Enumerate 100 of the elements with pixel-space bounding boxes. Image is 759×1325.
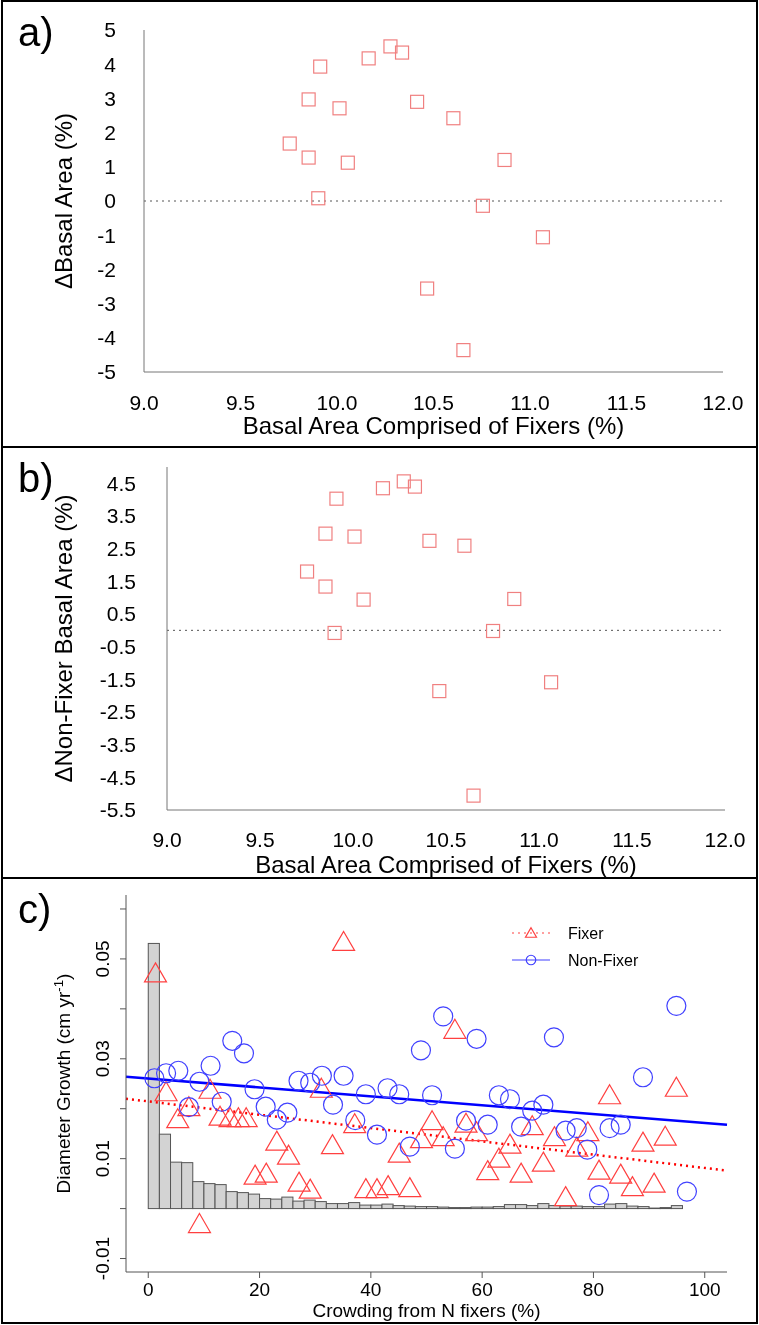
point bbox=[277, 1102, 298, 1123]
point bbox=[266, 1109, 287, 1130]
point bbox=[409, 1128, 434, 1149]
point bbox=[522, 1100, 543, 1121]
point bbox=[410, 94, 425, 109]
point bbox=[143, 962, 168, 983]
point bbox=[166, 1108, 190, 1129]
x-tick-label: 11.5 bbox=[606, 391, 647, 414]
x-tick-label: 10.5 bbox=[413, 391, 454, 414]
point bbox=[577, 1139, 598, 1160]
point bbox=[443, 1018, 467, 1039]
point bbox=[322, 1094, 344, 1115]
point bbox=[488, 1085, 509, 1106]
point bbox=[355, 1084, 376, 1105]
point bbox=[520, 1115, 544, 1136]
point bbox=[664, 1076, 688, 1097]
point bbox=[642, 1172, 666, 1193]
point bbox=[218, 1107, 242, 1128]
point bbox=[485, 623, 501, 639]
point bbox=[311, 1065, 332, 1086]
y-tick-label: 5 bbox=[104, 18, 116, 42]
point bbox=[554, 1186, 578, 1207]
point bbox=[477, 1114, 498, 1135]
point bbox=[420, 281, 435, 296]
point bbox=[298, 1178, 322, 1199]
point bbox=[208, 1105, 232, 1126]
x-tick-label: 11.0 bbox=[510, 391, 550, 414]
chart-title: c) bbox=[18, 887, 52, 931]
point bbox=[265, 1130, 289, 1151]
point bbox=[287, 1171, 311, 1192]
point bbox=[243, 1164, 267, 1185]
point bbox=[309, 1077, 333, 1098]
y-tick-label: -2 bbox=[97, 257, 116, 281]
x-axis-title: Crowding from N fixers (%) bbox=[312, 1300, 541, 1321]
point bbox=[588, 1185, 610, 1206]
point bbox=[387, 1142, 411, 1163]
point bbox=[383, 39, 398, 54]
y-tick-label: 1.5 bbox=[106, 569, 136, 593]
x-axis-title: Basal Area Comprised of Fixers (%) bbox=[242, 412, 625, 439]
x-tick-label: 100 bbox=[688, 1279, 721, 1300]
x-tick-label: 12.0 bbox=[704, 828, 746, 851]
y-tick-label: 0.5 bbox=[106, 602, 136, 626]
point bbox=[422, 533, 437, 548]
point bbox=[466, 1028, 487, 1049]
y-tick-label: -5.5 bbox=[99, 798, 136, 822]
y-tick-label: -3.5 bbox=[99, 733, 136, 757]
point bbox=[200, 1055, 221, 1076]
point bbox=[509, 1162, 533, 1183]
point bbox=[433, 1006, 454, 1027]
point bbox=[144, 1068, 165, 1089]
point bbox=[198, 1078, 222, 1099]
point bbox=[565, 1136, 589, 1157]
point bbox=[487, 1147, 511, 1168]
point bbox=[576, 1121, 600, 1142]
point bbox=[597, 1084, 622, 1105]
point bbox=[244, 1079, 265, 1100]
point bbox=[676, 1181, 698, 1202]
point bbox=[211, 1091, 232, 1112]
y-tick-label: -4.5 bbox=[99, 765, 136, 789]
point bbox=[620, 1176, 644, 1197]
chart-title: a) bbox=[18, 10, 54, 54]
point bbox=[318, 526, 333, 541]
point bbox=[365, 1178, 389, 1199]
point bbox=[313, 59, 328, 74]
point bbox=[361, 51, 376, 66]
point bbox=[356, 592, 371, 607]
point bbox=[299, 564, 315, 579]
point bbox=[234, 1107, 258, 1128]
point bbox=[331, 930, 356, 952]
point bbox=[533, 1094, 554, 1115]
legend-label: Fixer bbox=[568, 924, 605, 942]
point bbox=[329, 491, 344, 506]
point bbox=[377, 1078, 398, 1099]
point bbox=[318, 579, 333, 594]
point bbox=[555, 1120, 576, 1141]
point bbox=[421, 1085, 443, 1106]
point bbox=[354, 1178, 378, 1199]
point bbox=[431, 1126, 455, 1147]
x-tick-label: 9.5 bbox=[245, 828, 275, 851]
x-tick-label: 60 bbox=[471, 1279, 493, 1300]
point bbox=[320, 1134, 345, 1155]
y-tick-label: 3.5 bbox=[106, 504, 136, 528]
y-tick-label: -0.01 bbox=[92, 1236, 113, 1281]
point bbox=[599, 1118, 620, 1139]
point bbox=[444, 1138, 465, 1159]
point bbox=[398, 1177, 422, 1198]
point bbox=[542, 1126, 567, 1147]
point bbox=[288, 1070, 309, 1091]
point bbox=[154, 1081, 178, 1102]
point bbox=[366, 1124, 388, 1145]
point bbox=[432, 683, 447, 699]
point bbox=[301, 150, 316, 165]
point bbox=[333, 1065, 354, 1086]
x-tick-label: 9.5 bbox=[225, 391, 256, 414]
y-tick-label: -3 bbox=[97, 291, 116, 315]
point bbox=[300, 1072, 321, 1093]
x-tick-label: 9.0 bbox=[129, 391, 159, 414]
point bbox=[276, 1144, 301, 1165]
point bbox=[543, 1027, 565, 1048]
y-tick-label: 4 bbox=[104, 52, 117, 76]
